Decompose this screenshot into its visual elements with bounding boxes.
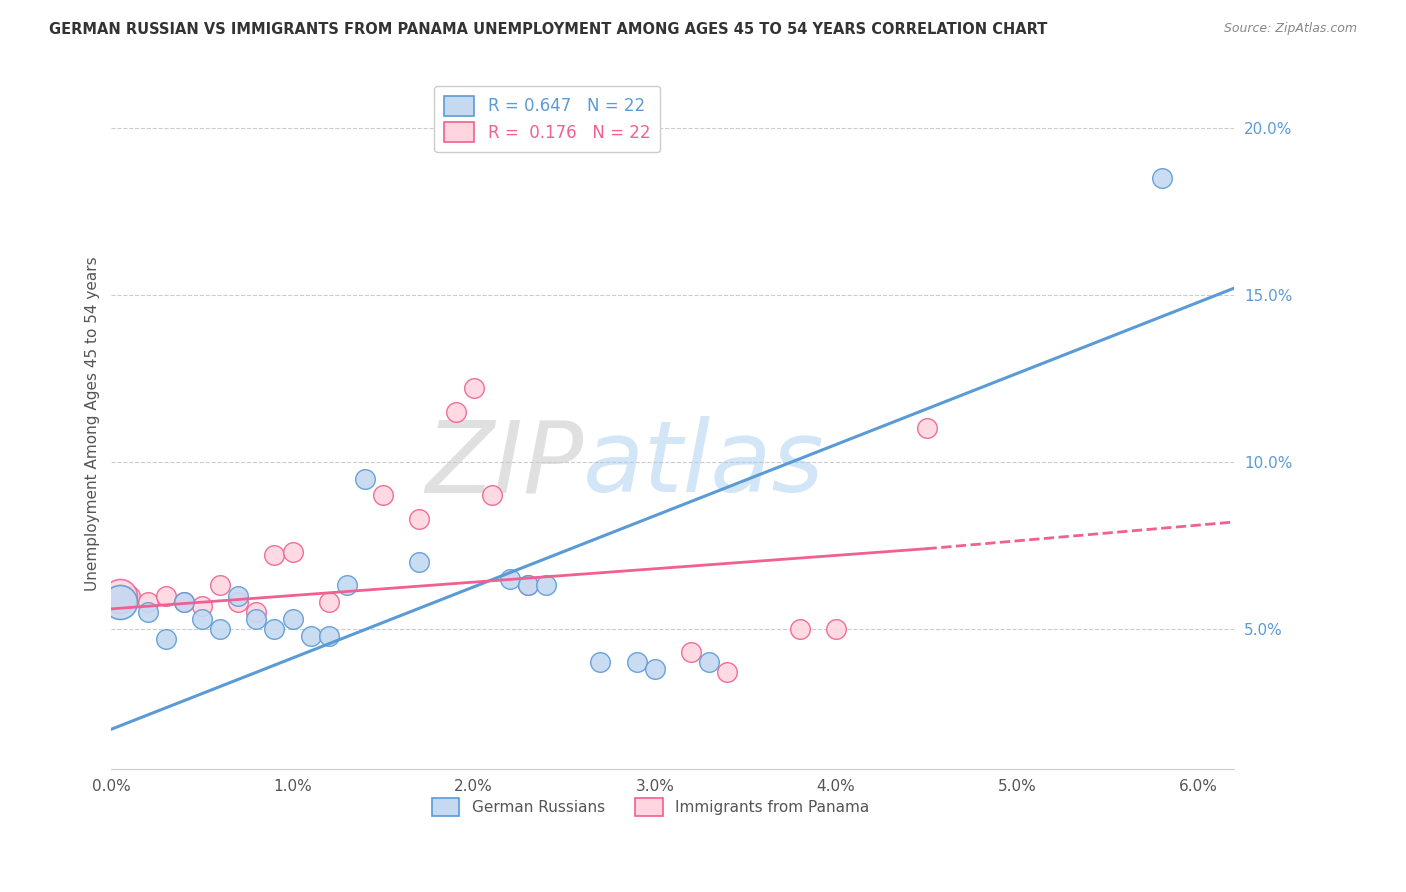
Point <box>118 589 141 603</box>
Point <box>173 595 195 609</box>
Point <box>263 622 285 636</box>
Point <box>517 578 540 592</box>
Point <box>825 622 848 636</box>
Point <box>110 589 132 603</box>
Text: Source: ZipAtlas.com: Source: ZipAtlas.com <box>1223 22 1357 36</box>
Point <box>226 595 249 609</box>
Text: atlas: atlas <box>583 417 825 514</box>
Point <box>408 511 430 525</box>
Text: ZIP: ZIP <box>425 417 583 514</box>
Point <box>626 656 648 670</box>
Point <box>281 612 304 626</box>
Point <box>226 589 249 603</box>
Point <box>336 578 359 592</box>
Point <box>136 605 159 619</box>
Point <box>155 589 177 603</box>
Point <box>681 645 703 659</box>
Point <box>191 599 214 613</box>
Point <box>155 632 177 646</box>
Point <box>915 421 938 435</box>
Text: GERMAN RUSSIAN VS IMMIGRANTS FROM PANAMA UNEMPLOYMENT AMONG AGES 45 TO 54 YEARS : GERMAN RUSSIAN VS IMMIGRANTS FROM PANAMA… <box>49 22 1047 37</box>
Point <box>209 622 232 636</box>
Point <box>589 656 612 670</box>
Point <box>209 578 232 592</box>
Point <box>444 405 467 419</box>
Point <box>136 595 159 609</box>
Point <box>299 629 322 643</box>
Point <box>245 612 267 626</box>
Point <box>481 488 503 502</box>
Point <box>1150 170 1173 185</box>
Point <box>245 605 267 619</box>
Point <box>318 595 340 609</box>
Point <box>318 629 340 643</box>
Point <box>281 545 304 559</box>
Point <box>463 381 485 395</box>
Point <box>716 665 738 680</box>
Point <box>644 662 666 676</box>
Point <box>697 656 720 670</box>
Legend: German Russians, Immigrants from Panama: German Russians, Immigrants from Panama <box>425 790 877 824</box>
Point <box>110 595 132 609</box>
Y-axis label: Unemployment Among Ages 45 to 54 years: Unemployment Among Ages 45 to 54 years <box>86 256 100 591</box>
Point <box>789 622 811 636</box>
Point <box>191 612 214 626</box>
Point <box>354 471 377 485</box>
Point <box>534 578 557 592</box>
Point <box>517 578 540 592</box>
Point <box>263 549 285 563</box>
Point <box>408 555 430 569</box>
Point <box>173 595 195 609</box>
Point <box>371 488 394 502</box>
Point <box>499 572 522 586</box>
